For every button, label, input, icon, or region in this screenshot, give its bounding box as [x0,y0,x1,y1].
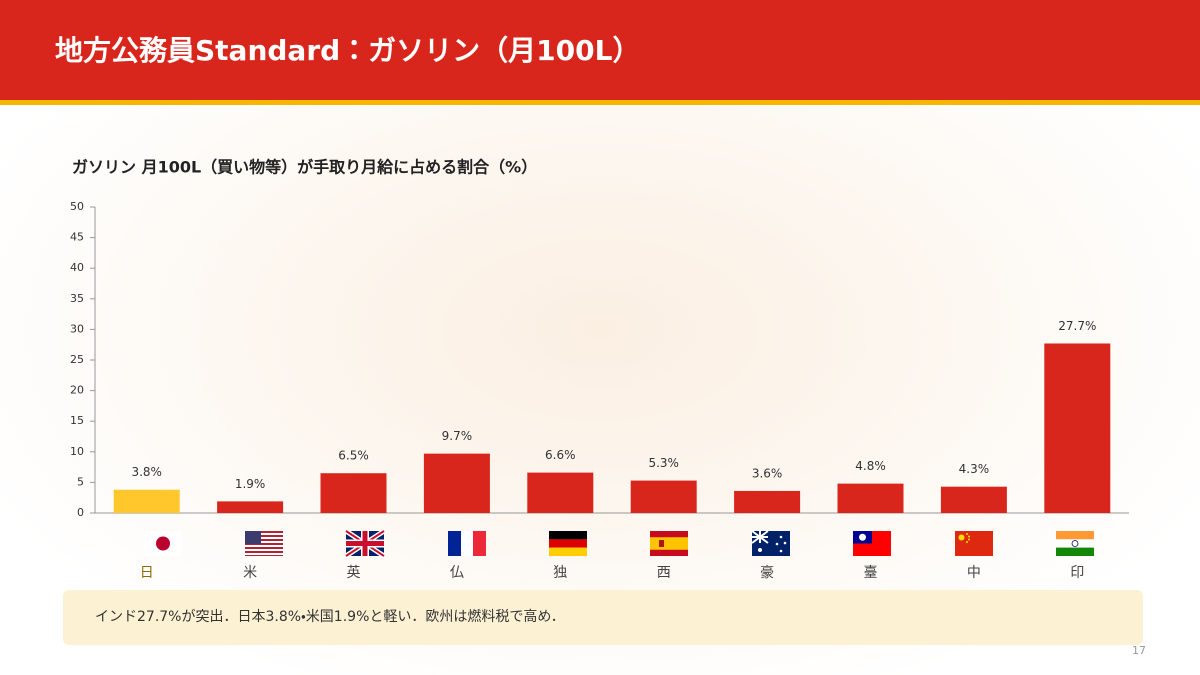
flag-us [245,531,283,556]
value-label: 6.6% [545,448,576,462]
note-box [63,590,1143,645]
y-tick-label: 10 [70,445,84,458]
bar [217,501,284,513]
flag-fr [448,531,486,556]
flag-uk [344,528,386,559]
flag-tw [853,531,891,556]
flag-de [549,531,587,556]
header-band [0,0,1200,100]
value-label: 27.7% [1058,319,1096,333]
value-label: 3.8% [131,465,162,479]
bar [113,489,180,513]
value-label: 5.3% [648,456,679,470]
slide-title: 地方公務員Standard：ガソリン（月100L） [55,34,640,67]
bar [940,486,1007,513]
value-label: 6.5% [338,449,369,463]
x-tick-label: 独 [553,565,567,581]
page-number: 17 [1132,644,1146,657]
y-tick-label: 0 [77,506,84,519]
value-label: 1.9% [235,477,266,491]
y-tick-label: 30 [70,322,84,335]
y-tick-label: 50 [70,200,84,213]
y-tick-label: 5 [77,475,84,488]
bar [734,490,801,513]
bar [320,473,387,513]
flag-cn [955,531,993,556]
x-tick-label: 英 [347,564,361,581]
value-label: 4.3% [959,462,990,476]
flag-in [1056,531,1094,556]
y-tick-label: 20 [70,384,84,397]
value-label: 9.7% [442,429,473,443]
bar [837,483,904,513]
x-tick-label: 中 [967,565,981,581]
x-tick-label: 西 [657,565,671,581]
header-rule [0,100,1200,105]
bar [630,480,697,513]
y-tick-label: 40 [70,261,84,274]
x-tick-label: 米 [243,565,257,581]
flags [144,528,1094,559]
flag-es [650,531,688,556]
flag-au [751,530,790,556]
x-tick-label: 豪 [760,565,774,581]
note: インド27.7%が突出．日本3.8%・米国1.9%と軽い．欧州は燃料税で高め． [95,608,565,625]
y-tick-label: 45 [70,231,84,244]
y-tick-label: 35 [70,292,84,305]
y-tick-label: 25 [70,353,84,366]
x-tick-label: 臺 [864,565,878,581]
y-tick-label: 15 [70,414,84,427]
chart-title: ガソリン 月100L（買い物等）が手取り月給に占める割合（%） [72,158,537,177]
bar [423,453,490,513]
bar [527,472,594,513]
plot: 0 5 10 15 20 25 30 35 40 45 50 日 3.8% 米 1.9% 英 6.5% 仏 9.7%… [70,200,1129,581]
value-label: 3.6% [752,466,783,480]
bar [1044,343,1111,513]
x-tick-label: 印 [1070,565,1084,581]
flag-jp [144,531,182,556]
value-label: 4.8% [855,459,886,473]
x-tick-label: 日 [140,565,154,581]
x-tick-label: 仏 [450,565,464,581]
